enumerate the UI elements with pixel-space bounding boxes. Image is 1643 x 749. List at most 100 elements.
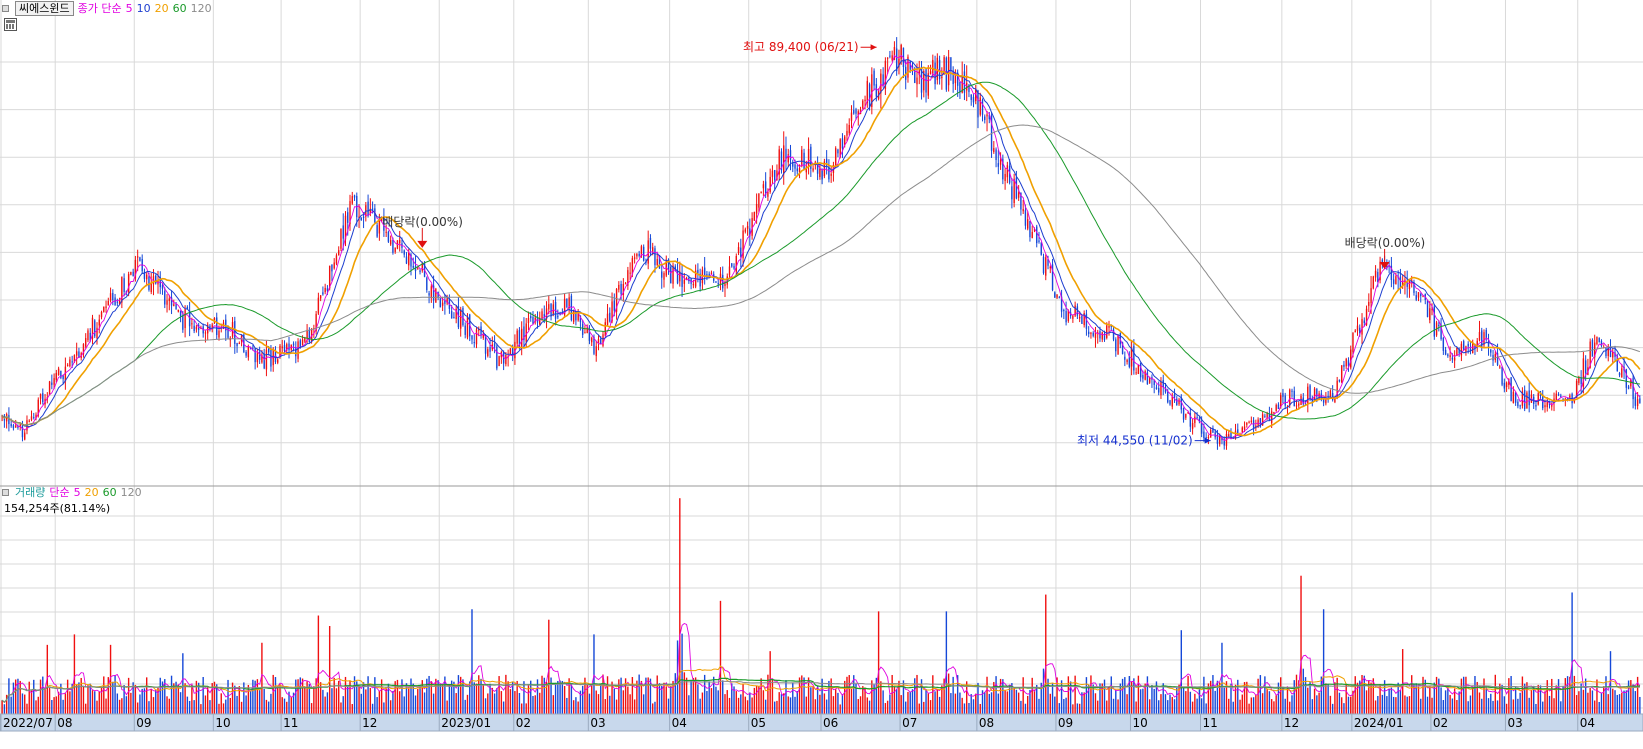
candle-body xyxy=(267,348,270,353)
volume-bar xyxy=(82,686,85,714)
volume-bar xyxy=(746,700,749,714)
candle-body xyxy=(1501,366,1503,385)
volume-bar xyxy=(749,692,751,714)
volume-bar xyxy=(195,680,198,714)
panel-collapse-icon[interactable] xyxy=(2,4,9,12)
volume-bar xyxy=(1036,684,1038,714)
candle-body xyxy=(819,168,821,178)
candle-body xyxy=(1097,332,1099,334)
candle-body xyxy=(1067,310,1070,321)
volume-bar xyxy=(1293,680,1295,714)
candle-body xyxy=(1472,342,1474,353)
volume-bar xyxy=(1020,700,1022,714)
candle-body xyxy=(1338,379,1341,382)
volume-bar xyxy=(1101,683,1103,714)
candle-body xyxy=(767,191,769,197)
volume-bar xyxy=(1361,674,1363,714)
volume-bar xyxy=(717,690,719,714)
volume-bar xyxy=(846,676,848,714)
volume-bar xyxy=(1392,696,1395,714)
candle-body xyxy=(1289,389,1291,406)
candle-body xyxy=(17,425,19,428)
volume-bar xyxy=(828,680,830,714)
volume-bar xyxy=(844,680,846,714)
candle-body xyxy=(855,109,857,114)
candle-body xyxy=(10,424,12,427)
candle-body xyxy=(33,417,35,419)
candle-body xyxy=(1462,341,1465,350)
volume-bar xyxy=(193,700,195,714)
volume-bar xyxy=(335,688,338,714)
volume-bar xyxy=(1501,684,1503,714)
candle-body xyxy=(1042,256,1045,273)
candle-body xyxy=(505,354,507,365)
volume-bar xyxy=(1404,695,1406,714)
candle-body xyxy=(1261,414,1264,426)
volume-panel[interactable] xyxy=(1,498,1641,714)
volume-bar xyxy=(109,644,112,714)
stock-name-button[interactable]: 씨에스윈드 xyxy=(15,0,74,16)
candle-body xyxy=(1399,276,1402,289)
candle-body xyxy=(247,346,250,358)
volume-bar xyxy=(1627,680,1630,714)
volume-bar xyxy=(1153,688,1155,714)
volume-bar xyxy=(1508,678,1510,714)
volume-bar xyxy=(1092,684,1094,714)
volume-ma-period-label: 60 xyxy=(102,485,117,499)
volume-bar xyxy=(1494,674,1496,714)
volume-bar xyxy=(98,691,100,714)
candle-body xyxy=(954,75,957,84)
volume-bar xyxy=(1523,683,1526,714)
volume-bar xyxy=(787,696,789,714)
candle-body xyxy=(611,301,613,322)
volume-bar xyxy=(42,676,44,714)
volume-bar xyxy=(530,680,532,714)
candle-body xyxy=(609,312,611,322)
candle-body xyxy=(1051,264,1054,291)
candle-body xyxy=(405,256,408,264)
volume-bar xyxy=(1542,701,1544,714)
volume-bar xyxy=(367,676,369,714)
volume-bar xyxy=(1063,699,1065,714)
candle-body xyxy=(1024,210,1027,226)
volume-bar xyxy=(206,686,209,714)
x-axis-label: 11 xyxy=(283,716,298,730)
candle-body xyxy=(1632,378,1634,400)
volume-bar xyxy=(794,696,796,714)
volume-bar xyxy=(143,688,146,714)
candle-body xyxy=(658,256,661,269)
volume-bar xyxy=(157,687,159,714)
volume-bar xyxy=(1636,676,1639,714)
candle-body xyxy=(1456,347,1458,356)
candle-body xyxy=(489,346,491,352)
volume-bar xyxy=(1171,697,1173,714)
volume-bar xyxy=(1591,690,1594,714)
volume-bar xyxy=(396,679,399,714)
ma-period-label: 10 xyxy=(136,1,151,15)
volume-bar xyxy=(37,696,39,714)
candle-body xyxy=(1521,391,1524,406)
candle-body xyxy=(737,247,740,253)
volume-bar xyxy=(652,703,654,714)
candle-body xyxy=(961,75,963,93)
volume-bar xyxy=(132,682,134,714)
volume-bar xyxy=(1142,688,1144,714)
volume-bar xyxy=(1087,684,1090,714)
current-volume-readout: 154,254주(81.14%) xyxy=(4,502,111,515)
volume-bar xyxy=(934,691,936,714)
volume-bar xyxy=(715,686,717,714)
volume-bar xyxy=(53,697,55,714)
volume-bar xyxy=(1255,695,1257,714)
candle-body xyxy=(1049,266,1051,269)
candle-body xyxy=(710,272,713,275)
volume-bar xyxy=(1106,700,1108,714)
candle-body xyxy=(877,89,880,99)
volume-bar xyxy=(274,677,277,714)
volume-bar xyxy=(1481,698,1483,714)
candle-body xyxy=(1487,341,1490,348)
calculator-icon[interactable] xyxy=(4,18,17,31)
panel-collapse-icon[interactable] xyxy=(2,488,9,496)
volume-bar xyxy=(1449,694,1451,714)
volume-bar xyxy=(1011,683,1013,714)
